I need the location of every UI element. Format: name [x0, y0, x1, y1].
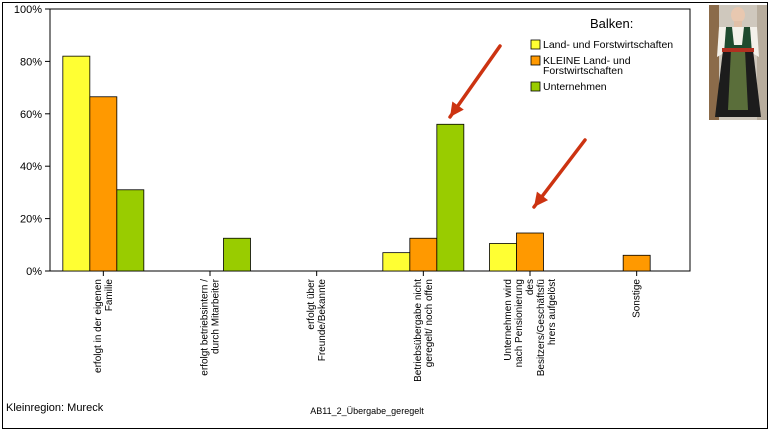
bar: [116, 189, 145, 272]
x-tick-label: Unternehmen wirdnach PensionierungdesBes…: [503, 279, 558, 376]
y-axis: 0% 20% 40% 60% 80% 100%: [14, 4, 50, 278]
bar: [622, 254, 651, 272]
y-tick-label: 40%: [20, 161, 42, 173]
bar: [62, 55, 91, 272]
bar: [382, 252, 411, 272]
x-tick-label: Betriebsübergabe nichtgeregelt/ noch off…: [413, 279, 435, 382]
annotation-arrows: [448, 44, 587, 209]
x-axis-labels: erfolgt in der eigenenFamilie erfolgt bet…: [93, 278, 643, 382]
y-tick-label: 0%: [26, 266, 42, 278]
arrow-head: [534, 191, 549, 207]
bar: [489, 243, 517, 272]
legend-label: KLEINE Land- und Forstwirtschaften: [543, 55, 631, 77]
bar: [516, 232, 544, 272]
arrow-shaft: [532, 138, 587, 209]
y-tick-label: 60%: [20, 109, 42, 121]
y-tick-label: 100%: [14, 4, 42, 16]
x-tick-label: erfolgt betriebsintern /durch Mitarbeite…: [200, 278, 222, 375]
costume-photo: [709, 5, 767, 120]
bar: [436, 123, 465, 272]
legend-label: Land- und Forstwirtschaften: [543, 39, 673, 51]
x-tick-label: erfolgt in der eigenenFamilie: [93, 279, 115, 373]
y-tick-label: 80%: [20, 56, 42, 68]
bar: [409, 237, 438, 272]
legend-swatch: [530, 81, 541, 92]
arrow-shaft: [448, 44, 502, 119]
legend-swatch: [530, 55, 541, 66]
y-tick-label: 20%: [20, 214, 42, 226]
x-tick-label: erfolgt überFreunde/Bekannte: [306, 278, 328, 361]
region-annotation: Kleinregion: Mureck: [6, 402, 104, 414]
x-tick-label: Sonstige: [632, 279, 643, 318]
legend-swatch: [530, 39, 541, 50]
legend-title: Balken:: [590, 16, 633, 31]
legend: Balken: Land- und Forstwirtschaften KLEIN…: [530, 16, 673, 93]
bars: [62, 55, 651, 276]
x-axis-title: AB11_2_Übergabe_geregelt: [310, 406, 424, 416]
legend-label: Unternehmen: [543, 81, 607, 93]
bar: [223, 237, 251, 272]
bar: [89, 96, 118, 272]
arrow-head: [450, 101, 464, 117]
